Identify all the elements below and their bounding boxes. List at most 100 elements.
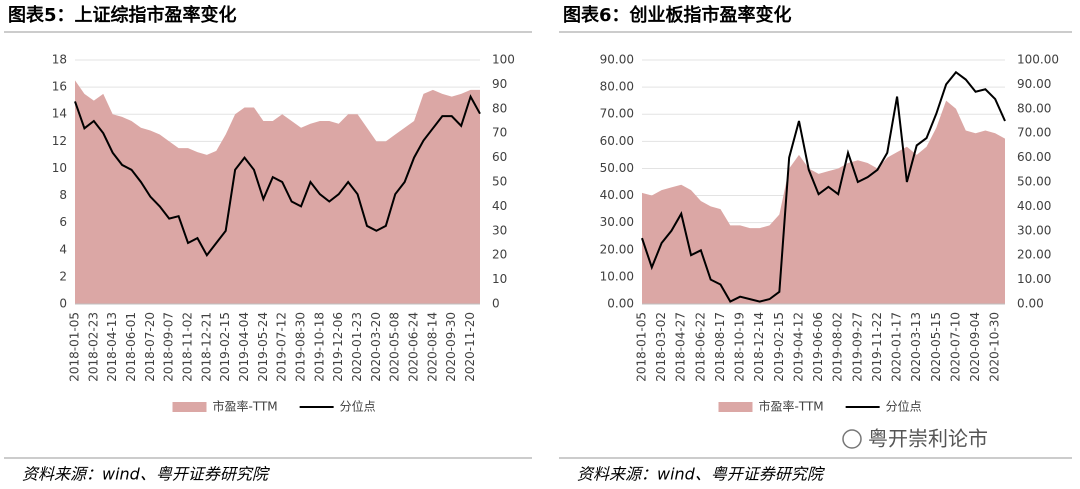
x-tick-label: 2018-04-13 (105, 312, 119, 382)
x-tick-label: 2020-09-30 (444, 312, 458, 382)
x-tick-label: 2020-07-10 (948, 312, 962, 382)
x-tick-label: 2019-02-15 (218, 312, 232, 382)
y2-tick-label: 30.00 (1017, 223, 1051, 237)
y2-tick-label: 90 (492, 77, 507, 91)
y-tick-label: 50.00 (600, 161, 634, 175)
y2-tick-label: 80 (492, 101, 507, 115)
source: 资料来源：wind、粤开证券研究院 (577, 465, 826, 484)
y-tick-label: 2 (59, 269, 67, 283)
y2-tick-label: 20 (492, 248, 507, 262)
x-tick-label: 2020-05-08 (388, 312, 402, 382)
y2-tick-label: 70.00 (1017, 126, 1051, 140)
x-tick-label: 2019-04-12 (791, 312, 805, 382)
chart-title: 图表5：上证综指市盈率变化 (8, 4, 237, 26)
x-tick-label: 2019-04-04 (237, 312, 251, 382)
y2-tick-label: 80.00 (1017, 101, 1051, 115)
y-tick-label: 40.00 (600, 188, 634, 202)
y2-tick-label: 40 (492, 199, 507, 213)
y2-tick-label: 50 (492, 175, 507, 189)
x-tick-label: 2020-03-13 (909, 312, 923, 382)
x-tick-label: 2019-09-27 (850, 312, 864, 382)
x-tick-label: 2020-10-30 (988, 312, 1002, 382)
x-tick-label: 2020-03-20 (369, 312, 383, 382)
x-tick-label: 2018-03-02 (654, 312, 668, 382)
x-tick-label: 2019-08-30 (294, 312, 308, 382)
y-tick-label: 14 (52, 107, 67, 121)
x-tick-label: 2018-10-19 (733, 312, 747, 382)
y-tick-label: 18 (52, 53, 67, 67)
y-tick-label: 0.00 (607, 297, 634, 311)
y-tick-label: 6 (59, 215, 67, 229)
chart-title: 图表6：创业板指市盈率变化 (563, 4, 792, 26)
legend-label: 分位点 (340, 399, 376, 414)
y2-tick-label: 0.00 (1017, 297, 1044, 311)
x-tick-label: 2019-07-12 (275, 312, 289, 382)
x-tick-label: 2018-08-17 (713, 312, 727, 382)
y2-tick-label: 20.00 (1017, 248, 1051, 262)
legend-swatch (718, 402, 753, 412)
x-tick-label: 2018-01-05 (68, 312, 82, 382)
y-tick-label: 90.00 (600, 53, 634, 67)
area (75, 80, 480, 304)
x-tick-label: 2019-06-06 (811, 312, 825, 382)
x-tick-label: 2020-06-24 (407, 312, 421, 382)
y-tick-label: 12 (52, 134, 67, 148)
legend-label: 分位点 (886, 399, 922, 414)
x-tick-label: 2018-04-27 (674, 312, 688, 382)
watermark-text: 粤开崇利论市 (868, 427, 988, 451)
y2-tick-label: 60 (492, 150, 507, 164)
x-tick-label: 2018-07-20 (143, 312, 157, 382)
x-tick-label: 2019-05-24 (256, 312, 270, 382)
y-tick-label: 10 (52, 161, 67, 175)
x-tick-label: 2018-02-23 (86, 312, 100, 382)
y2-tick-label: 90.00 (1017, 77, 1051, 91)
y-tick-label: 30.00 (600, 215, 634, 229)
x-tick-label: 2019-11-22 (870, 312, 884, 382)
y2-tick-label: 30 (492, 223, 507, 237)
x-tick-label: 2020-09-04 (968, 312, 982, 382)
x-tick-label: 2019-08-02 (831, 312, 845, 382)
y2-tick-label: 100 (492, 53, 515, 67)
x-tick-label: 2018-12-14 (752, 312, 766, 382)
legend-label: 市盈率-TTM (213, 399, 278, 414)
x-tick-label: 2018-09-07 (162, 312, 176, 382)
y-tick-label: 16 (52, 80, 67, 94)
x-tick-label: 2018-01-05 (635, 312, 649, 382)
y2-tick-label: 40.00 (1017, 199, 1051, 213)
y-tick-label: 80.00 (600, 80, 634, 94)
y-tick-label: 20.00 (600, 242, 634, 256)
x-tick-label: 2020-08-14 (425, 312, 439, 382)
y2-tick-label: 50.00 (1017, 175, 1051, 189)
x-tick-label: 2020-01-23 (350, 312, 364, 382)
y-tick-label: 4 (59, 242, 67, 256)
x-tick-label: 2018-11-02 (181, 312, 195, 382)
y-tick-label: 70.00 (600, 107, 634, 121)
x-tick-label: 2020-11-20 (463, 312, 477, 382)
line (74, 94, 481, 258)
y-tick-label: 8 (59, 188, 67, 202)
y2-tick-label: 0 (492, 297, 500, 311)
watermark: 粤开崇利论市 (842, 427, 988, 451)
x-tick-label: 2020-05-15 (929, 312, 943, 382)
y2-tick-label: 10.00 (1017, 272, 1051, 286)
x-tick-label: 2019-10-18 (312, 312, 326, 382)
y-tick-label: 60.00 (600, 134, 634, 148)
x-tick-label: 2019-12-06 (331, 312, 345, 382)
watermark-icon (842, 429, 862, 449)
y2-tick-label: 70 (492, 126, 507, 140)
y2-tick-label: 10 (492, 272, 507, 286)
x-tick-label: 2020-01-17 (890, 312, 904, 382)
y2-tick-label: 100.00 (1017, 53, 1059, 67)
line (641, 70, 1006, 303)
y2-tick-label: 60.00 (1017, 150, 1051, 164)
y-tick-label: 0 (59, 297, 67, 311)
y-tick-label: 10.00 (600, 269, 634, 283)
source: 资料来源：wind、粤开证券研究院 (22, 465, 271, 484)
area (642, 100, 1005, 305)
x-tick-label: 2019-02-15 (772, 312, 786, 382)
x-tick-label: 2018-12-21 (199, 312, 213, 382)
x-tick-label: 2018-06-22 (693, 312, 707, 382)
